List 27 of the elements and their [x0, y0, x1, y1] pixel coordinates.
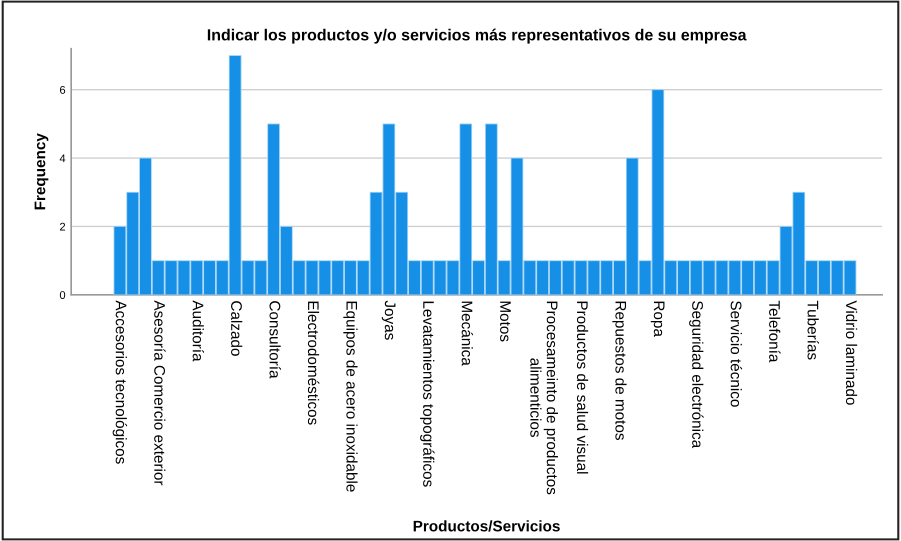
y-tick-label: 2 — [60, 222, 66, 230]
x-tick-label: Mecánica — [462, 302, 474, 366]
x-tick-label: Electrodomésticos — [308, 302, 320, 425]
x-tick-label: Levatamientos topográficos — [420, 302, 435, 487]
y-tick-label: 0 — [60, 291, 66, 299]
x-tick-label: Repuestos de motos — [612, 302, 627, 440]
x-tick-label: Servicio técnico — [730, 301, 742, 407]
x-axis-title: Productos/Servicios — [414, 520, 560, 532]
x-tick-label: Tuberías — [808, 300, 819, 360]
x-tick-label: Asesoría Comercio exterior — [154, 300, 166, 486]
x-tick-label: Motos — [500, 302, 511, 342]
x-tick-label: Joyas — [382, 300, 396, 340]
x-tick-label: Ropa — [650, 302, 664, 337]
x-tick-label: Productos de salud visual — [576, 302, 588, 474]
y-tick-label: 6 — [60, 86, 66, 94]
x-tick-label: Procesameinto de productos alimenticios — [530, 302, 558, 494]
x-tick-label: Accesorios tecnológicos — [112, 300, 128, 464]
x-tick-label: Vidrio laminado — [846, 300, 858, 405]
x-tick-label: Seguridad electrónica — [689, 301, 704, 448]
x-tick-label: Telefonía — [769, 300, 780, 362]
y-tick-label: 4 — [60, 154, 66, 162]
x-tick-label: Consultoría — [269, 301, 281, 379]
x-tick-label: Calzado — [231, 301, 242, 356]
x-tick-label: Equipos de acero inoxidable — [343, 302, 358, 492]
x-tick-label: Auditoría — [192, 300, 204, 362]
chart-title: Indicar los productos y/o servicios más representativos de su empresa — [208, 28, 747, 44]
y-axis-title: Frequency — [34, 133, 48, 210]
